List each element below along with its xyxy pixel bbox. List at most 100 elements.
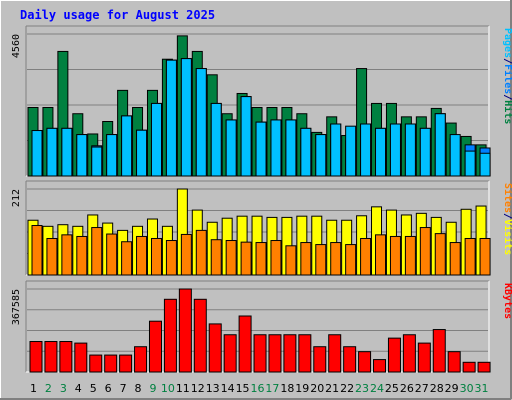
bar-sites-27	[419, 227, 431, 276]
bar-kbytes-7	[119, 354, 133, 373]
panel-legend: Sites/Visits	[502, 183, 512, 255]
bar-kbytes-23	[358, 351, 372, 373]
bar-sites-17	[270, 240, 282, 276]
bar-pages-31	[479, 152, 491, 177]
panel-max-label: 4560	[11, 34, 22, 58]
bar-kbytes-17	[268, 334, 282, 373]
bar-sites-21	[330, 242, 342, 276]
bar-sites-6	[106, 233, 118, 276]
bar-pages-4	[76, 134, 88, 177]
x-tick-label: 23	[355, 382, 369, 395]
bar-pages-1	[31, 130, 43, 177]
bar-kbytes-28	[432, 329, 446, 373]
bar-sites-19	[300, 242, 312, 276]
bar-pages-11	[180, 58, 192, 177]
x-tick-label: 15	[236, 382, 250, 395]
bar-pages-5	[91, 146, 103, 177]
bar-pages-12	[195, 68, 207, 177]
bar-kbytes-1	[29, 341, 43, 373]
bar-sites-29	[449, 242, 461, 276]
bar-kbytes-20	[313, 346, 327, 373]
bar-pages-28	[434, 113, 446, 177]
x-tick-label: 14	[221, 382, 235, 395]
bar-kbytes-14	[223, 334, 237, 373]
bar-sites-11	[180, 233, 192, 276]
panel-max-label: 367585	[11, 289, 22, 325]
bar-kbytes-4	[74, 342, 88, 373]
x-tick-label: 30	[460, 382, 474, 395]
bar-sites-22	[345, 244, 357, 276]
bar-pages-6	[106, 134, 118, 177]
x-tick-label: 8	[135, 382, 142, 395]
bar-pages-21	[330, 123, 342, 177]
legend-entry: Visits	[502, 219, 512, 255]
bar-pages-26	[404, 123, 416, 177]
bar-sites-25	[389, 235, 401, 276]
bar-pages-19	[300, 127, 312, 177]
bar-kbytes-22	[343, 346, 357, 373]
bar-pages-27	[419, 127, 431, 177]
legend-entry: /	[502, 58, 512, 64]
x-tick-label: 7	[120, 382, 127, 395]
bar-kbytes-8	[134, 346, 148, 373]
bar-kbytes-30	[462, 361, 476, 373]
panel-hits-pages-files: 4560 Pages/Files/Hits	[11, 25, 512, 177]
x-tick-label: 6	[105, 382, 112, 395]
bar-kbytes-19	[298, 334, 312, 373]
bar-pages-25	[389, 123, 401, 177]
bar-sites-23	[360, 237, 372, 276]
bar-sites-10	[165, 240, 177, 276]
x-tick-label: 22	[340, 382, 354, 395]
x-tick-label: 25	[385, 382, 399, 395]
legend-entry: Hits	[502, 100, 512, 124]
bar-sites-8	[136, 235, 148, 276]
x-tick-label: 29	[445, 382, 459, 395]
x-tick-label: 16	[251, 382, 265, 395]
bar-kbytes-29	[447, 351, 461, 373]
bar-pages-8	[136, 129, 148, 177]
bar-pages-22	[345, 125, 357, 177]
panel-kbytes: 367585 KBytes	[11, 280, 512, 373]
chart-title: Daily usage for August 2025	[20, 8, 215, 22]
bar-kbytes-5	[89, 354, 103, 373]
panel-visits-sites: 212 Sites/Visits	[11, 180, 512, 276]
bar-sites-7	[121, 241, 133, 276]
bar-sites-12	[195, 229, 207, 276]
bar-pages-2	[46, 127, 58, 177]
legend-entry: Pages	[502, 28, 512, 58]
x-tick-label: 28	[430, 382, 444, 395]
panel-legend: Pages/Files/Hits	[502, 28, 512, 124]
bar-kbytes-12	[193, 298, 207, 373]
x-tick-label: 1	[30, 382, 37, 395]
legend-entry: KBytes	[502, 283, 512, 319]
bar-kbytes-3	[59, 341, 73, 373]
bar-sites-4	[76, 235, 88, 276]
x-tick-label: 17	[265, 382, 279, 395]
bar-pages-18	[285, 119, 297, 177]
x-tick-label: 10	[161, 382, 175, 395]
bar-sites-1	[31, 225, 43, 276]
bar-kbytes-27	[417, 342, 431, 373]
x-tick-label: 4	[75, 382, 82, 395]
x-tick-label: 2	[45, 382, 52, 395]
bar-sites-26	[404, 235, 416, 276]
bar-kbytes-18	[283, 334, 297, 373]
x-tick-label: 3	[60, 382, 67, 395]
x-tick-label: 5	[90, 382, 97, 395]
bar-sites-5	[91, 227, 103, 276]
bar-sites-20	[315, 244, 327, 276]
bar-kbytes-26	[402, 334, 416, 373]
bar-pages-16	[255, 121, 267, 177]
bar-sites-3	[61, 234, 73, 276]
legend-entry: Files	[502, 64, 512, 94]
bar-sites-30	[464, 237, 476, 276]
bar-kbytes-2	[44, 341, 58, 373]
x-tick-label: 27	[415, 382, 429, 395]
x-tick-label: 31	[475, 382, 489, 395]
legend-entry: Sites	[502, 183, 512, 213]
bar-kbytes-9	[148, 320, 162, 373]
x-tick-label: 21	[325, 382, 339, 395]
bar-sites-14	[225, 240, 237, 276]
x-tick-label: 19	[295, 382, 309, 395]
